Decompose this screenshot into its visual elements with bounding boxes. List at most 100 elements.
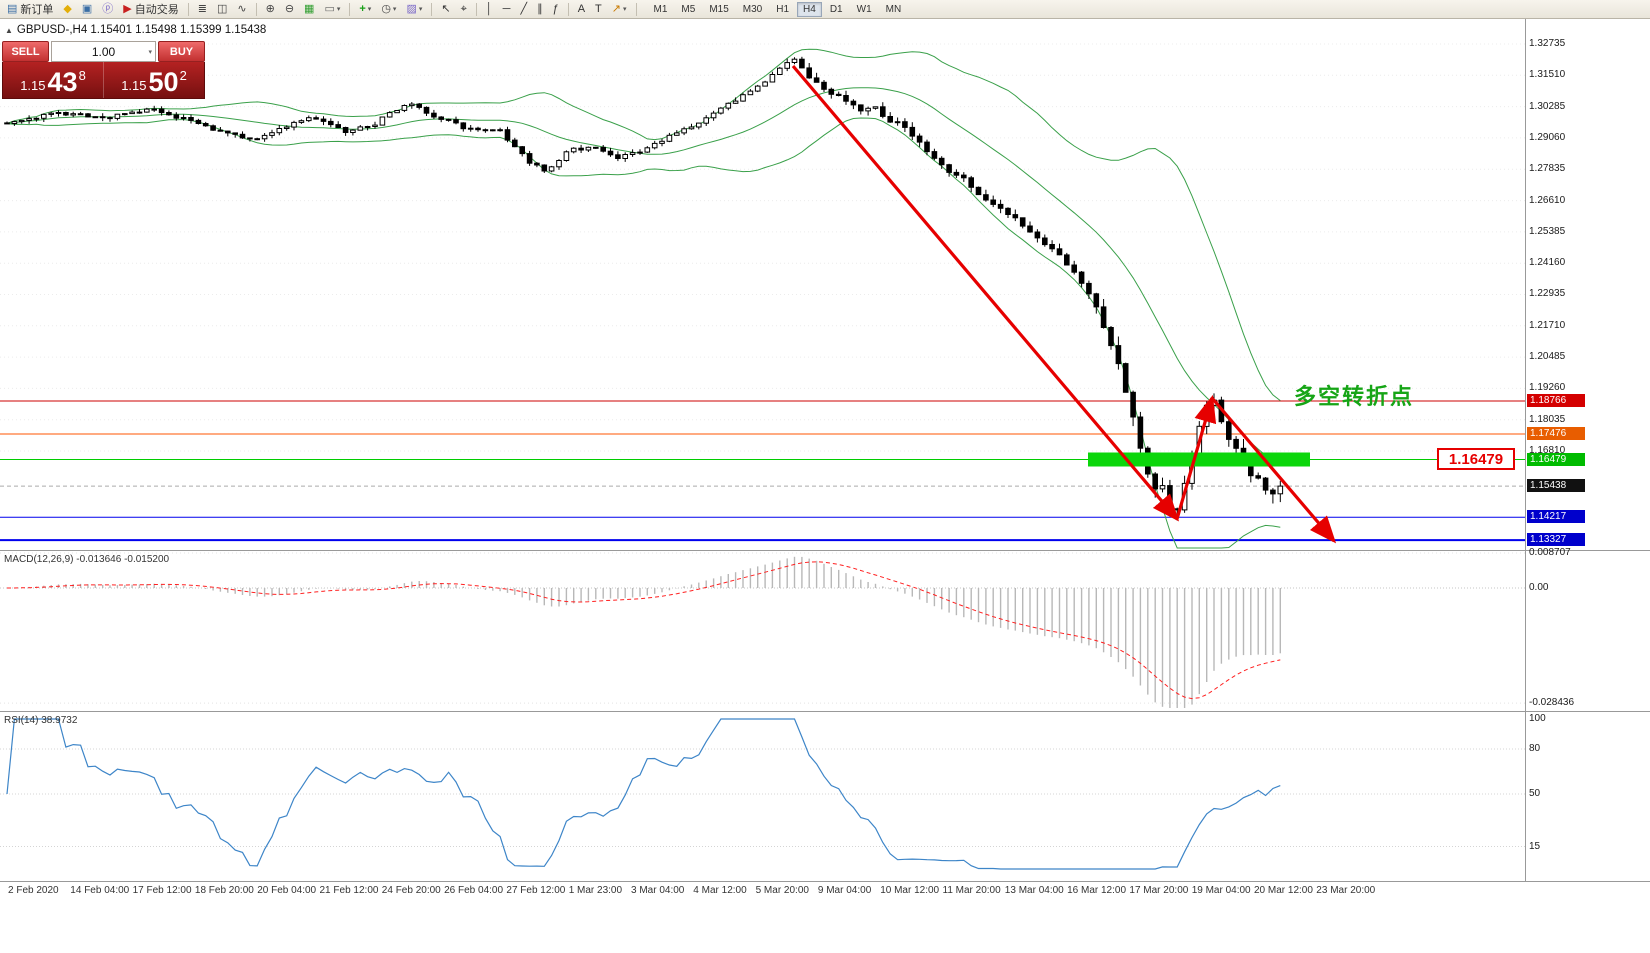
volume-dropdown-caret[interactable]: ▾ [148,48,152,56]
sell-button[interactable]: SELL [2,41,49,62]
autotrading-button-label: 自动交易 [134,4,179,16]
periods-button-caret: ▾ [392,6,397,13]
candlestick-chart-icon: ◫ [216,2,228,15]
trend-arrow [1175,394,1217,520]
chart-window-icon: ▲ [5,25,13,35]
macd-histogram [13,556,1282,708]
label-button[interactable]: T [591,1,606,18]
sell-price-big-figure: 1.15 [20,78,46,93]
fibonacci-button[interactable]: ƒ [549,1,563,18]
templates-icon: ▨ [406,2,417,15]
autotrading-icon: ▶ [123,2,132,15]
chart-title: ▲ GBPUSD-,H4 1.15401 1.15498 1.15399 1.1… [5,24,266,36]
add-chart-button-caret: ▾ [367,6,372,13]
periods-button[interactable]: ◷ ▾ [377,1,400,18]
chart-ohlc-text: GBPUSD-,H4 1.15401 1.15498 1.15399 1.154… [16,24,267,36]
trendline-button[interactable]: ╱ [516,1,531,18]
buy-button[interactable]: BUY [158,41,205,62]
tile-windows-icon: ▦ [304,2,315,15]
bid-ask-display: 1.15 43 8 1.15 50 2 [2,62,205,99]
timeframe-h4-button[interactable]: H4 [797,1,822,17]
support-zone-band [1088,452,1310,467]
bar-chart-button[interactable]: ≣ [194,1,211,18]
community-icon: ⓟ [102,2,114,15]
label-icon: T [595,2,602,15]
volume-value: 1.00 [91,44,116,59]
bar-chart-icon: ≣ [197,2,207,15]
trend-arrow [791,64,1180,522]
trend-arrow [1210,396,1337,544]
line-chart-button[interactable]: ∿ [233,1,250,18]
one-click-trading-panel: SELL 1.00 ▾ BUY 1.15 43 8 1.15 50 2 [2,41,205,99]
toolbar-separator [567,2,569,16]
cascade-windows-button-caret: ▾ [336,6,341,13]
horizontal-line-icon: ─ [502,2,511,15]
timeframe-toolbar: M1 M5 M15 M30 H1 H4 D1 W1 MN [647,1,909,17]
vertical-line-button[interactable]: │ [482,1,497,18]
sell-price[interactable]: 1.15 43 8 [3,62,103,98]
community-button[interactable]: ⓟ [98,1,117,18]
rsi-indicator-label: RSI(14) 38.9732 [4,715,78,726]
cascade-windows-button[interactable]: ▭ ▾ [320,1,344,18]
line-chart-icon: ∿ [237,2,247,15]
timeframe-m1-button[interactable]: M1 [653,3,668,15]
vertical-line-icon: │ [485,2,493,15]
toolbar-separator [255,2,257,16]
buy-price-pips: 50 [148,67,179,97]
toolbar-separator [475,2,477,16]
arrows-icon: ↗ [611,2,621,15]
bollinger-bands [6,48,1281,549]
data-window-button[interactable]: ▣ [78,1,96,18]
sell-price-fraction: 8 [78,68,86,83]
arrows-button[interactable]: ↗ ▾ [608,1,631,18]
buy-price[interactable]: 1.15 50 2 [103,62,204,98]
toolbar-separator [349,2,351,16]
tile-windows-button[interactable]: ▦ [300,1,318,18]
cursor-button[interactable]: ↖ [437,1,454,18]
zoom-out-icon: ⊖ [284,2,295,15]
channel-button[interactable]: ∥ [533,1,547,18]
timeframe-mn-button[interactable]: MN [885,3,902,15]
candlestick-chart-button[interactable]: ◫ [213,1,231,18]
add-chart-button[interactable]: + ▾ [355,1,375,18]
zoom-out-button[interactable]: ⊖ [281,1,298,18]
autotrading-button[interactable]: ▶ 自动交易 [119,1,182,18]
new-order-icon: ▤ [7,2,18,15]
periods-icon: ◷ [381,2,391,15]
toolbar-separator [431,2,433,16]
text-icon: A [577,2,586,15]
add-chart-icon: + [359,2,366,15]
timeframe-m30-button[interactable]: M30 [742,3,763,15]
market-watch-button[interactable]: ◆ [59,1,75,18]
new-order-button[interactable]: ▤ 新订单 [3,1,57,18]
macd-indicator-label: MACD(12,26,9) -0.013646 -0.015200 [4,554,170,565]
timeframe-m15-button[interactable]: M15 [709,3,729,15]
toolbar-buttons: ▤ 新订单 ◆ ▣ ⓟ ▶ 自动交易 ≣ ◫ ∿ ⊕ ⊖ ▦ ▭ ▾ + ▾ ◷ ▾ ▨ ▾ ↖ ⌖ │ ─ ╱ ∥ ƒ A T ↗ ▾ [2,0,641,18]
data-window-icon: ▣ [81,2,93,15]
fibonacci-icon: ƒ [552,2,559,15]
cascade-windows-icon: ▭ [324,2,335,15]
support-price-label[interactable]: 1.16479 [1437,448,1515,470]
timeframe-m5-button[interactable]: M5 [681,3,696,15]
arrows-button-caret: ▾ [623,6,627,13]
toolbar: ▤ 新订单 ◆ ▣ ⓟ ▶ 自动交易 ≣ ◫ ∿ ⊕ ⊖ ▦ ▭ ▾ + ▾ ◷ ▾ ▨ ▾ ↖ ⌖ │ ─ ╱ ∥ ƒ A T ↗ ▾ M1… [0,0,1650,19]
channel-icon: ∥ [537,2,543,15]
volume-input[interactable]: 1.00 ▾ [51,41,156,62]
trendline-icon: ╱ [520,2,528,15]
timeframe-h1-button[interactable]: H1 [776,3,790,15]
zoom-in-icon: ⊕ [265,2,275,15]
zoom-in-button[interactable]: ⊕ [262,1,279,18]
crosshair-button[interactable]: ⌖ [457,1,471,18]
text-button[interactable]: A [574,1,589,18]
timeframe-d1-button[interactable]: D1 [829,3,843,15]
cursor-icon: ↖ [441,2,451,15]
sell-price-pips: 43 [47,67,78,97]
timeframe-w1-button[interactable]: W1 [856,3,872,15]
toolbar-separator [635,2,637,16]
templates-button[interactable]: ▨ ▾ [402,1,426,18]
horizontal-line-button[interactable]: ─ [499,1,515,18]
new-order-button-label: 新订单 [20,4,54,16]
turning-point-annotation[interactable]: 多空转折点 [1294,384,1415,409]
toolbar-separator [187,2,189,16]
